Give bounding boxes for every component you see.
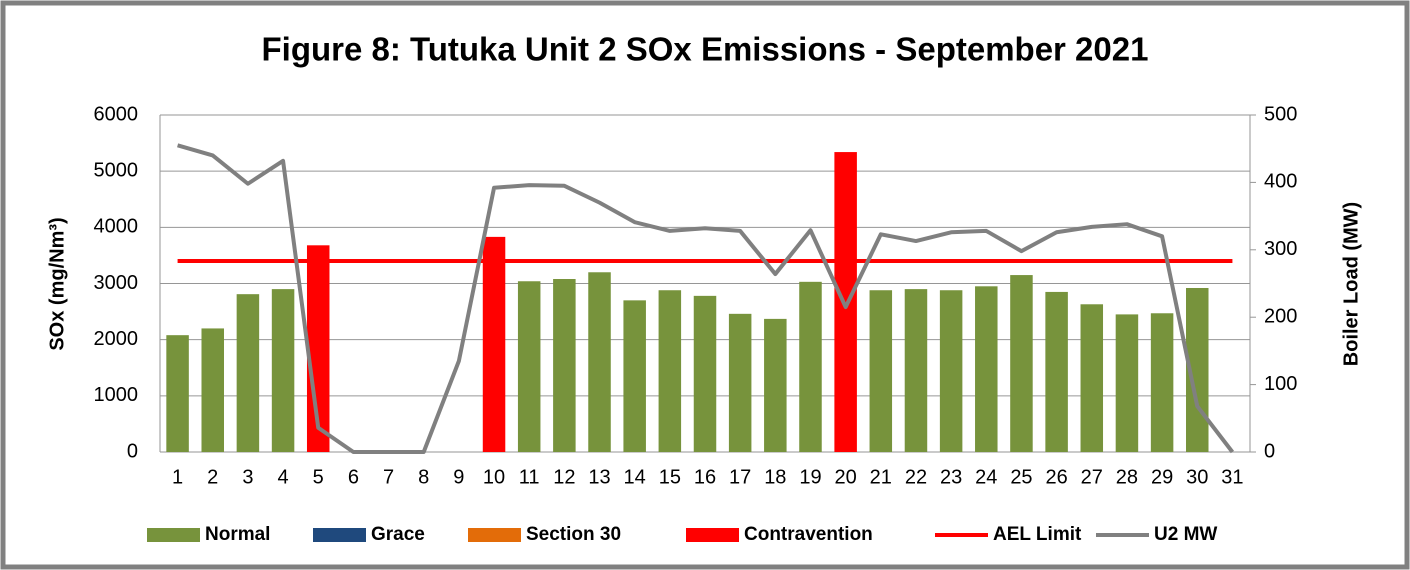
x-tick-label: 8	[418, 466, 429, 488]
bar	[1115, 314, 1139, 452]
y-tick-label: 0	[127, 440, 138, 462]
y2-tick-label: 300	[1264, 238, 1297, 260]
x-tick-label: 17	[729, 466, 751, 488]
bar	[869, 290, 893, 452]
chart-title: Figure 8: Tutuka Unit 2 SOx Emissions - …	[262, 31, 1149, 68]
y2-tick-label: 500	[1264, 103, 1297, 125]
x-tick-label: 22	[905, 466, 927, 488]
x-tick-label: 7	[383, 466, 394, 488]
y-tick-label: 1000	[94, 384, 139, 406]
legend-swatch	[313, 528, 366, 542]
x-tick-label: 2	[207, 466, 218, 488]
bar	[553, 279, 576, 452]
x-tick-label: 24	[975, 466, 997, 488]
bar	[201, 328, 224, 452]
bar	[623, 300, 646, 452]
x-tick-label: 23	[940, 466, 962, 488]
x-tick-label: 10	[483, 466, 505, 488]
x-tick-label: 5	[313, 466, 324, 488]
y2-tick-label: 0	[1264, 440, 1275, 462]
y-tick-label: 5000	[94, 159, 139, 181]
x-tick-label: 31	[1221, 466, 1243, 488]
y-tick-label: 3000	[94, 272, 139, 294]
bar	[939, 290, 963, 452]
x-tick-label: 20	[835, 466, 857, 488]
bar	[236, 294, 260, 452]
y-tick-label: 2000	[94, 328, 139, 350]
bar	[517, 281, 541, 452]
x-tick-label: 19	[799, 466, 821, 488]
bar	[1010, 275, 1033, 452]
line	[177, 143, 1235, 454]
bar	[166, 335, 189, 452]
bar	[764, 318, 787, 452]
y-axis-title: SOx (mg/Nm³)	[46, 217, 68, 350]
bar	[658, 290, 682, 452]
legend-label: Contravention	[744, 524, 873, 545]
x-tick-label: 30	[1186, 466, 1208, 488]
bar	[904, 289, 928, 452]
bar	[588, 272, 611, 452]
x-tick-label: 3	[242, 466, 253, 488]
bar	[728, 313, 752, 452]
legend-swatch	[147, 528, 200, 542]
x-tick-label: 18	[764, 466, 786, 488]
x-tick-label: 28	[1116, 466, 1138, 488]
bar	[693, 295, 717, 452]
legend-swatch	[468, 528, 521, 542]
y-tick-label: 4000	[94, 216, 139, 238]
bar	[834, 152, 857, 452]
x-tick-label: 27	[1081, 466, 1103, 488]
x-tick-label: 14	[624, 466, 646, 488]
legend-label: Normal	[205, 524, 270, 545]
y2-tick-label: 100	[1264, 373, 1297, 395]
x-tick-label: 12	[553, 466, 575, 488]
x-tick-label: 11	[519, 466, 540, 488]
x-tick-label: 1	[172, 466, 183, 488]
bar	[482, 236, 506, 452]
legend-label: Grace	[371, 524, 425, 545]
bar	[1080, 304, 1104, 452]
x-tick-label: 13	[588, 466, 610, 488]
bar	[1045, 291, 1068, 452]
bar	[271, 289, 295, 452]
x-tick-label: 15	[659, 466, 681, 488]
x-tick-label: 29	[1151, 466, 1173, 488]
legend-label: AEL Limit	[993, 524, 1082, 545]
legend-label: U2 MW	[1154, 524, 1217, 545]
x-tick-label: 25	[1010, 466, 1032, 488]
legend-label: Section 30	[526, 524, 621, 545]
bar	[1150, 313, 1174, 452]
x-tick-label: 9	[453, 466, 464, 488]
x-tick-label: 26	[1045, 466, 1067, 488]
x-tick-label: 6	[348, 466, 359, 488]
y2-tick-label: 200	[1264, 305, 1297, 327]
y2-tick-label: 400	[1264, 171, 1297, 193]
x-tick-label: 21	[870, 466, 892, 488]
y-tick-label: 6000	[94, 103, 139, 125]
y2-axis-title: Boiler Load (MW)	[1340, 202, 1362, 366]
x-tick-label: 4	[278, 466, 289, 488]
bar	[799, 281, 822, 452]
x-tick-label: 16	[694, 466, 716, 488]
legend-swatch	[686, 528, 739, 542]
bar	[975, 286, 998, 452]
